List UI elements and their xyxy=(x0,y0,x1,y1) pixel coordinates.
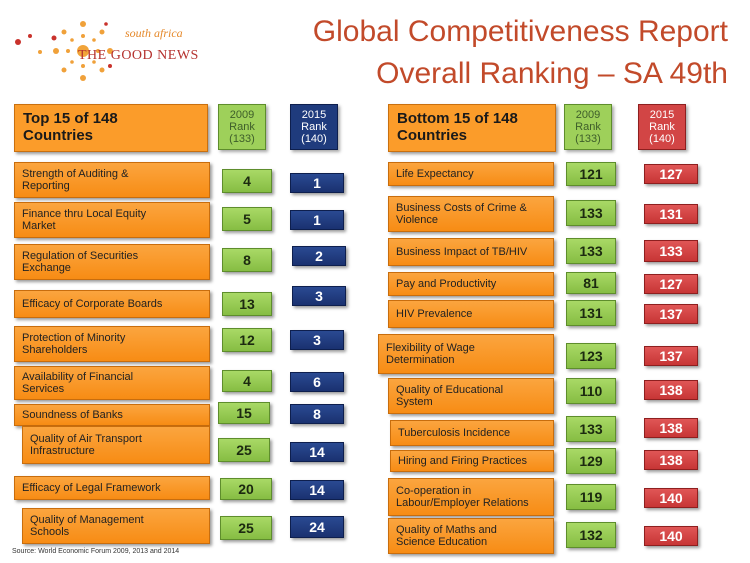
sun-logo-icon xyxy=(51,21,113,81)
bottom-2015-rank-header: 2015 Rank (140) xyxy=(638,104,686,150)
logo-name: THE GOOD NEWS xyxy=(78,48,199,63)
indicator-label: Quality of Maths and Science Education xyxy=(388,518,554,554)
rank-2009-cell: 121 xyxy=(566,162,616,186)
indicator-label: Soundness of Banks xyxy=(14,404,210,426)
source-note: Source: World Economic Forum 2009, 2013 … xyxy=(12,548,180,555)
rank-2009-cell: 110 xyxy=(566,378,616,404)
indicator-label: Quality of Management Schools xyxy=(22,508,210,544)
top-15-header: Top 15 of 148 Countries xyxy=(14,104,208,152)
rank-2009-cell: 12 xyxy=(222,328,272,352)
rank-2009-cell: 4 xyxy=(222,169,272,193)
rank-2015-cell: 140 xyxy=(644,488,698,508)
rank-2009-cell: 132 xyxy=(566,522,616,548)
rank-2009-cell: 8 xyxy=(222,248,272,272)
rank-2009-cell: 81 xyxy=(566,272,616,294)
rank-2015-cell: 127 xyxy=(644,274,698,294)
rank-2015-cell: 2 xyxy=(292,246,346,266)
indicator-label: Quality of Air Transport Infrastructure xyxy=(22,426,210,464)
page-subtitle: Overall Ranking – SA 49th xyxy=(376,57,728,90)
indicator-label: Regulation of Securities Exchange xyxy=(14,244,210,280)
rank-2009-cell: 20 xyxy=(220,478,272,500)
rank-2009-cell: 133 xyxy=(566,200,616,226)
indicator-label: Finance thru Local Equity Market xyxy=(14,202,210,238)
indicator-label: Business Costs of Crime & Violence xyxy=(388,196,554,232)
rank-2015-cell: 138 xyxy=(644,450,698,470)
indicator-label: Quality of Educational System xyxy=(388,378,554,414)
rank-2015-cell: 14 xyxy=(290,480,344,500)
indicator-label: Efficacy of Legal Framework xyxy=(14,476,210,500)
indicator-label: Life Expectancy xyxy=(388,162,554,186)
rank-2009-cell: 129 xyxy=(566,448,616,474)
rank-2009-cell: 25 xyxy=(220,516,272,540)
rank-2009-cell: 25 xyxy=(218,438,270,462)
indicator-label: Strength of Auditing & Reporting xyxy=(14,162,210,198)
indicator-label: Pay and Productivity xyxy=(388,272,554,296)
bottom-15-header: Bottom 15 of 148 Countries xyxy=(388,104,556,152)
rank-2015-cell: 137 xyxy=(644,304,698,324)
indicator-label: Availability of Financial Services xyxy=(14,366,210,400)
page-title: Global Competitiveness Report xyxy=(312,15,728,48)
rank-2009-cell: 133 xyxy=(566,416,616,442)
rank-2015-cell: 127 xyxy=(644,164,698,184)
rank-2009-cell: 131 xyxy=(566,300,616,326)
rank-2009-cell: 15 xyxy=(218,402,270,424)
rank-2015-cell: 140 xyxy=(644,526,698,546)
rank-2015-cell: 14 xyxy=(290,442,344,462)
bottom-2009-rank-header: 2009 Rank (133) xyxy=(564,104,612,150)
rank-2009-cell: 13 xyxy=(222,292,272,316)
top-15-heading: Top 15 of 148 Countries xyxy=(23,110,118,144)
indicator-label: Co-operation in Labour/Employer Relation… xyxy=(388,478,554,516)
top-2015-rank-header: 2015 Rank (140) xyxy=(290,104,338,150)
rank-2015-cell: 138 xyxy=(644,380,698,400)
indicator-label: Business Impact of TB/HIV xyxy=(388,238,554,266)
logo-tagline: south africa xyxy=(125,26,183,40)
rank-2015-cell: 1 xyxy=(290,210,344,230)
indicator-label: Hiring and Firing Practices xyxy=(390,450,554,472)
rank-2015-cell: 1 xyxy=(290,173,344,193)
rank-2009-cell: 4 xyxy=(222,370,272,392)
indicator-label: Flexibility of Wage Determination xyxy=(378,334,554,374)
rank-2015-cell: 8 xyxy=(290,404,344,424)
rank-2015-cell: 131 xyxy=(644,204,698,224)
rank-2015-cell: 24 xyxy=(290,516,344,538)
rank-2015-cell: 138 xyxy=(644,418,698,438)
rank-2015-cell: 133 xyxy=(644,240,698,262)
indicator-label: Tuberculosis Incidence xyxy=(390,420,554,446)
logo: south africa THE GOOD NEWS xyxy=(8,8,208,88)
rank-2009-cell: 119 xyxy=(566,484,616,510)
indicator-label: Protection of Minority Shareholders xyxy=(14,326,210,362)
rank-2009-cell: 5 xyxy=(222,207,272,231)
rank-2015-cell: 3 xyxy=(290,330,344,350)
indicator-label: Efficacy of Corporate Boards xyxy=(14,290,210,318)
top-2009-rank-header: 2009 Rank (133) xyxy=(218,104,266,150)
dots-decoration-icon xyxy=(15,34,42,54)
bottom-15-heading: Bottom 15 of 148 Countries xyxy=(397,110,518,144)
rank-2009-cell: 133 xyxy=(566,238,616,264)
rank-2015-cell: 3 xyxy=(292,286,346,306)
rank-2015-cell: 6 xyxy=(290,372,344,392)
indicator-label: HIV Prevalence xyxy=(388,300,554,328)
rank-2009-cell: 123 xyxy=(566,343,616,369)
rank-2015-cell: 137 xyxy=(644,346,698,366)
